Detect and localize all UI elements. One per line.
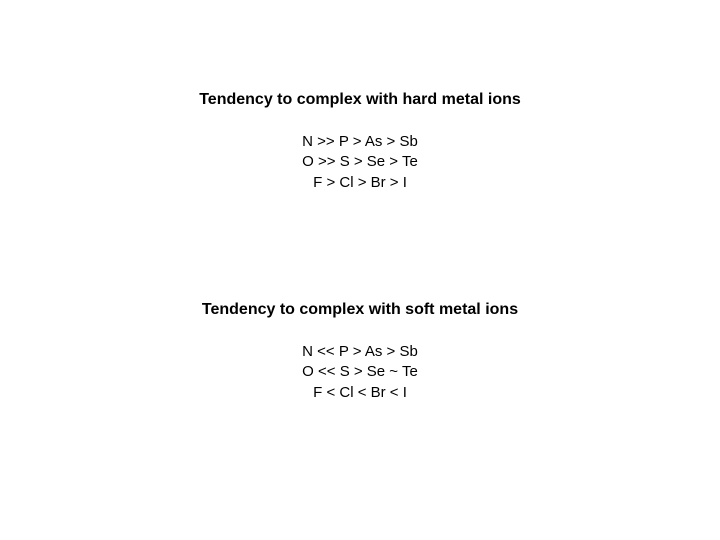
page: Tendency to complex with hard metal ions… [0,0,720,540]
soft-ions-series: N << P > As > Sb O << S > Se ~ Te F < Cl… [0,342,720,403]
soft-ions-heading: Tendency to complex with soft metal ions [0,300,720,319]
hard-ions-line-3: F > Cl > Br > I [0,173,720,193]
soft-ions-line-1: N << P > As > Sb [0,342,720,362]
hard-ions-line-1: N >> P > As > Sb [0,132,720,152]
hard-ions-series: N >> P > As > Sb O >> S > Se > Te F > Cl… [0,132,720,193]
soft-ions-line-3: F < Cl < Br < I [0,383,720,403]
soft-ions-line-2: O << S > Se ~ Te [0,362,720,382]
hard-ions-heading: Tendency to complex with hard metal ions [0,90,720,109]
hard-ions-line-2: O >> S > Se > Te [0,152,720,172]
